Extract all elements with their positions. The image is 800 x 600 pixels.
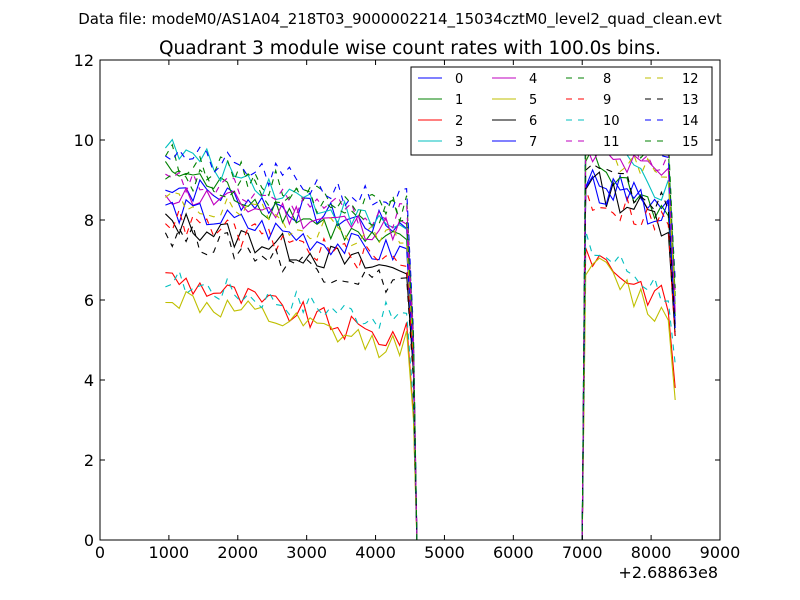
x-tick-label: 6000: [493, 543, 534, 562]
y-tick-label: 8: [84, 211, 94, 230]
legend-label-6: 6: [529, 114, 537, 129]
chart-title: Quadrant 3 module wise count rates with …: [159, 38, 661, 59]
series-line-10: [165, 230, 676, 541]
x-tick-label: 0: [95, 543, 105, 562]
series-line-0: [165, 168, 676, 541]
legend-label-0: 0: [455, 72, 463, 87]
x-tick-label: 3000: [286, 543, 327, 562]
legend-label-10: 10: [603, 114, 620, 129]
legend-label-13: 13: [682, 93, 699, 108]
legend-label-15: 15: [682, 135, 699, 150]
legend-label-11: 11: [603, 135, 620, 150]
legend-label-14: 14: [682, 114, 699, 129]
legend-label-2: 2: [455, 114, 463, 129]
x-tick-label: 5000: [424, 543, 465, 562]
legend-label-8: 8: [603, 72, 611, 87]
legend-label-12: 12: [682, 72, 699, 87]
series-line-4: [164, 144, 676, 541]
series-line-3: [164, 126, 676, 541]
legend-label-9: 9: [603, 93, 611, 108]
data-file-label: Data file: modeM0/AS1A04_218T03_90000022…: [78, 10, 722, 29]
x-tick-label: 4000: [355, 543, 396, 562]
y-tick-label: 10: [74, 131, 94, 150]
series-line-1: [164, 146, 676, 541]
x-tick-label: 8000: [631, 543, 672, 562]
series-line-13: [164, 163, 676, 541]
y-tick-label: 4: [84, 371, 94, 390]
series-line-9: [165, 188, 676, 541]
axes: 0 1000 2000 3000 4000 5000 6000 7000 8000 9000 0 2 4…: [74, 51, 741, 562]
series-line-15: [165, 106, 676, 541]
x-tick-label: 9000: [700, 543, 741, 562]
legend-label-5: 5: [529, 93, 537, 108]
y-tick-label: 0: [84, 531, 94, 550]
plot-lines: [164, 98, 676, 541]
series-line-6: [165, 171, 676, 541]
x-tick-label: 1000: [149, 543, 190, 562]
series-line-7: [165, 174, 676, 541]
series-line-5: [165, 257, 676, 541]
legend-label-7: 7: [529, 135, 537, 150]
legend-label-4: 4: [529, 72, 537, 87]
y-tick-label: 2: [84, 451, 94, 470]
legend-label-1: 1: [455, 93, 463, 108]
series-line-11: [165, 133, 676, 541]
legend-label-3: 3: [455, 135, 463, 150]
x-tick-label: 2000: [217, 543, 258, 562]
series-line-12: [165, 144, 676, 541]
y-tick-label: 6: [84, 291, 94, 310]
series-line-2: [165, 247, 676, 541]
x-tick-label: 7000: [562, 543, 603, 562]
y-tick-label: 12: [74, 51, 94, 70]
legend-box: [410, 66, 713, 156]
x-offset-label: +2.68863e8: [618, 563, 718, 582]
